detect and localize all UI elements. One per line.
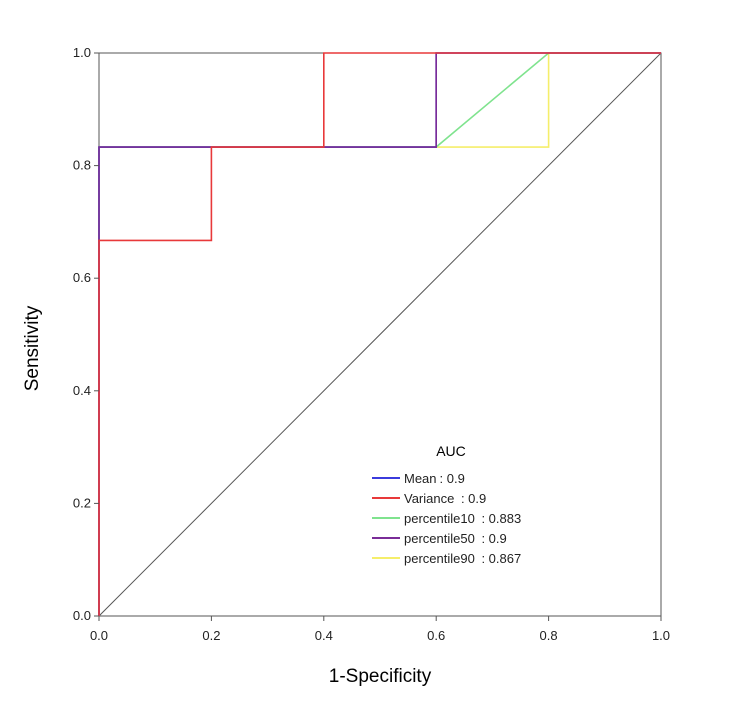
legend-item-label: percentile90 : 0.867 <box>404 551 521 566</box>
plot-frame <box>98 52 662 617</box>
legend-item-label: percentile10 : 0.883 <box>404 511 521 526</box>
y-tick-label: 0.2 <box>73 495 91 510</box>
legend-title: AUC <box>436 443 466 459</box>
x-tick-label: 1.0 <box>652 628 670 643</box>
x-tick-label: 0.0 <box>90 628 108 643</box>
x-tick-label: 0.6 <box>427 628 445 643</box>
legend-auc-value: : 0.9 <box>440 471 465 486</box>
legend-auc-value: : 0.9 <box>478 531 507 546</box>
series-line-variance <box>98 52 661 616</box>
legend-auc-value: : 0.883 <box>478 511 521 526</box>
x-tick-label: 0.2 <box>202 628 220 643</box>
legend-item-label: Variance : 0.9 <box>404 491 486 506</box>
x-axis-title: 1-Specificity <box>329 666 432 687</box>
x-tick-label: 0.4 <box>315 628 333 643</box>
y-tick-label: 0.0 <box>73 608 91 623</box>
legend-auc-value: : 0.9 <box>457 491 486 506</box>
y-tick-label: 0.8 <box>73 158 91 173</box>
reference-line <box>98 52 662 617</box>
y-axis-title: Sensitivity <box>22 305 43 391</box>
y-tick-label: 1.0 <box>73 45 91 60</box>
y-tick-label: 0.6 <box>73 270 91 285</box>
y-tick-label: 0.4 <box>73 383 91 398</box>
x-tick-label: 0.8 <box>540 628 558 643</box>
legend-auc-value: : 0.867 <box>478 551 521 566</box>
legend-item-label: percentile50 : 0.9 <box>404 531 507 546</box>
legend-item-label: Mean: 0.9 <box>404 471 465 486</box>
series-layer <box>98 52 661 616</box>
legend: AUC Mean: 0.9 Variance : 0.9 percentile10 … <box>372 443 521 566</box>
axes-layer: 0.0 0.2 0.4 0.6 0.8 1.0 0.0 0.2 0.4 0.6 0.8 1.0 <box>73 45 670 643</box>
